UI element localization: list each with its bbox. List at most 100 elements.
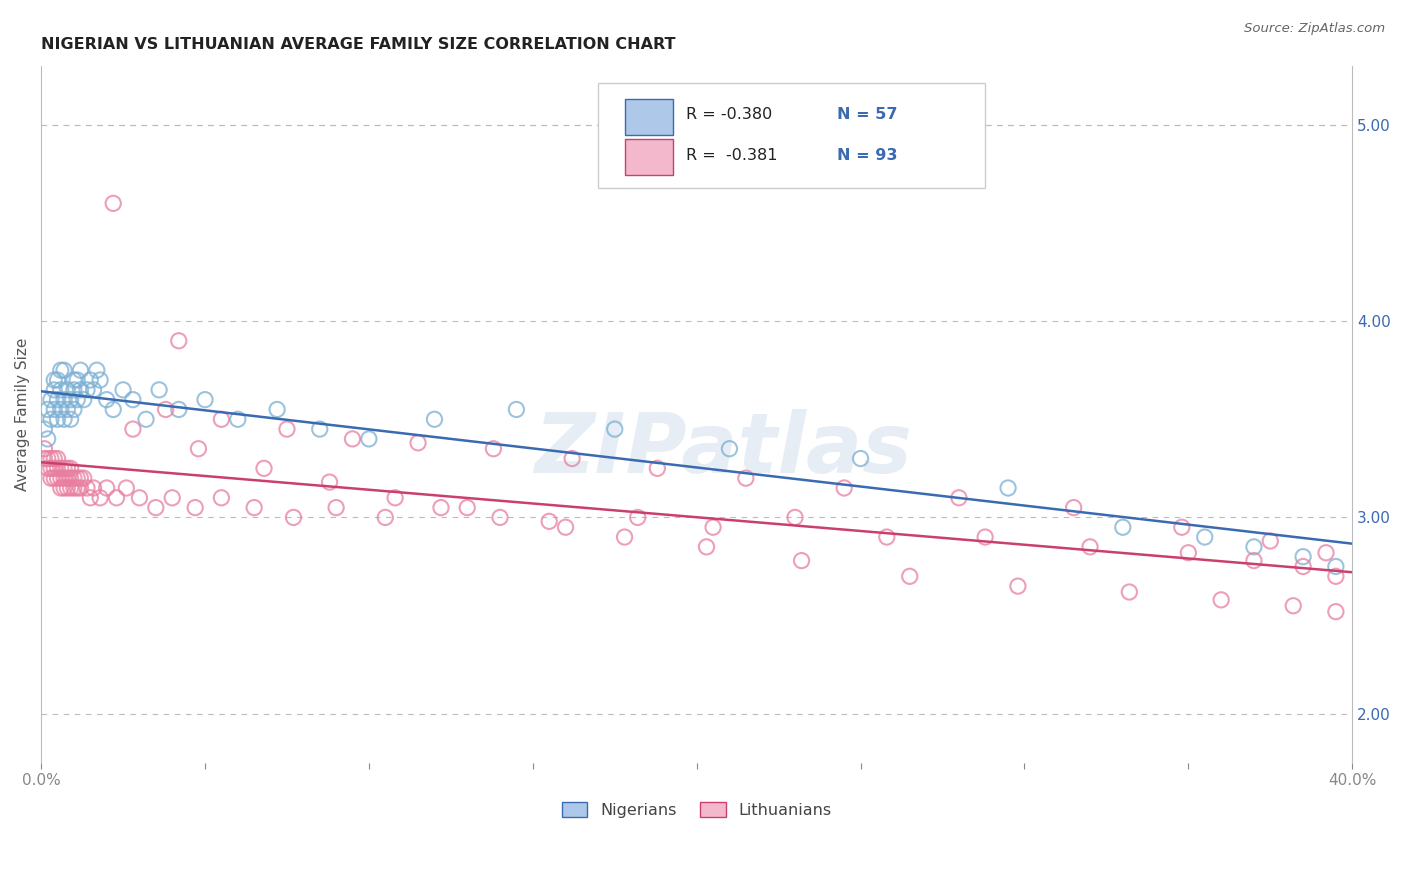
Point	[603, 422, 626, 436]
Point	[66, 471, 89, 485]
Point	[39, 461, 62, 475]
Point	[76, 383, 98, 397]
Point	[56, 383, 79, 397]
Point	[89, 373, 111, 387]
Point	[44, 461, 66, 475]
Point	[561, 451, 583, 466]
Text: NIGERIAN VS LITHUANIAN AVERAGE FAMILY SIZE CORRELATION CHART: NIGERIAN VS LITHUANIAN AVERAGE FAMILY SI…	[41, 37, 676, 53]
Text: R = -0.380: R = -0.380	[686, 107, 772, 122]
Point	[83, 481, 105, 495]
Point	[105, 491, 128, 505]
Point	[1211, 592, 1233, 607]
Point	[39, 451, 62, 466]
Point	[423, 412, 446, 426]
Point	[482, 442, 505, 456]
Point	[49, 383, 72, 397]
Point	[627, 510, 650, 524]
Point	[63, 383, 86, 397]
Point	[849, 451, 872, 466]
Point	[974, 530, 997, 544]
Point	[253, 461, 276, 475]
Point	[63, 373, 86, 387]
Point	[69, 383, 91, 397]
Point	[103, 402, 125, 417]
Point	[1112, 520, 1135, 534]
Point	[63, 481, 86, 495]
Point	[135, 412, 157, 426]
Point	[59, 471, 82, 485]
Point	[56, 461, 79, 475]
Point	[1243, 553, 1265, 567]
Point	[1063, 500, 1085, 515]
Point	[56, 402, 79, 417]
Point	[430, 500, 453, 515]
Point	[308, 422, 330, 436]
Text: R =  -0.381: R = -0.381	[686, 148, 778, 163]
Point	[56, 481, 79, 495]
Point	[1292, 559, 1315, 574]
Point	[44, 451, 66, 466]
Point	[112, 383, 135, 397]
Point	[46, 471, 69, 485]
Point	[167, 334, 190, 348]
Point	[44, 402, 66, 417]
Point	[83, 383, 105, 397]
Point	[46, 451, 69, 466]
Point	[39, 471, 62, 485]
Point	[160, 491, 183, 505]
Point	[79, 373, 101, 387]
Point	[59, 412, 82, 426]
Point	[554, 520, 576, 534]
Point	[187, 442, 209, 456]
Point	[56, 471, 79, 485]
Point	[997, 481, 1019, 495]
Point	[1243, 540, 1265, 554]
Point	[49, 363, 72, 377]
Point	[49, 481, 72, 495]
Point	[1078, 540, 1101, 554]
Text: Source: ZipAtlas.com: Source: ZipAtlas.com	[1244, 22, 1385, 36]
Point	[783, 510, 806, 524]
Point	[34, 451, 56, 466]
Point	[46, 461, 69, 475]
Point	[148, 383, 170, 397]
Point	[1258, 533, 1281, 548]
Point	[44, 373, 66, 387]
Point	[53, 461, 76, 475]
Point	[266, 402, 288, 417]
Point	[276, 422, 298, 436]
Point	[357, 432, 380, 446]
Point	[1324, 559, 1347, 574]
Point	[1315, 546, 1337, 560]
Point	[1194, 530, 1216, 544]
Text: ZIPatlas: ZIPatlas	[534, 409, 912, 490]
Point	[898, 569, 921, 583]
Point	[489, 510, 512, 524]
Point	[209, 491, 232, 505]
Point	[1282, 599, 1305, 613]
Point	[69, 363, 91, 377]
Point	[59, 481, 82, 495]
Point	[226, 412, 249, 426]
Point	[37, 402, 59, 417]
Point	[66, 481, 89, 495]
Point	[876, 530, 898, 544]
Point	[53, 481, 76, 495]
Point	[53, 363, 76, 377]
Point	[128, 491, 150, 505]
Point	[44, 383, 66, 397]
Point	[53, 392, 76, 407]
Text: N = 93: N = 93	[837, 148, 897, 163]
Y-axis label: Average Family Size: Average Family Size	[15, 338, 30, 491]
Point	[155, 402, 177, 417]
Point	[49, 402, 72, 417]
Point	[46, 373, 69, 387]
Point	[948, 491, 970, 505]
Point	[49, 461, 72, 475]
Point	[73, 471, 96, 485]
Point	[184, 500, 207, 515]
Point	[734, 471, 756, 485]
Point	[718, 442, 741, 456]
Point	[384, 491, 406, 505]
Point	[145, 500, 167, 515]
